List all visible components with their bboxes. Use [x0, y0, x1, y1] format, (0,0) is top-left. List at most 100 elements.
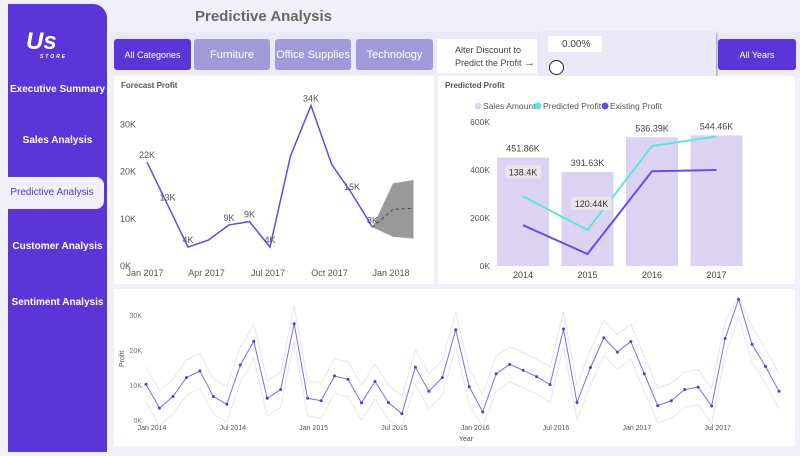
predicted-profit-line	[522, 135, 717, 232]
discount-value: 0.00%	[548, 36, 602, 52]
profit-trend-chart: 0K 10K 20K 30K Jan 2014 Jul 2014 Jan 2015 Jul 2…	[119, 296, 781, 443]
bar-data-label: 544.46K	[700, 121, 734, 131]
data-point	[292, 322, 296, 326]
x-tick-label: Jul 2014	[220, 425, 247, 432]
data-label: 4K	[182, 235, 193, 245]
bar-data-label: 451.86K	[506, 144, 540, 154]
data-point	[535, 375, 539, 379]
data-point	[683, 388, 687, 392]
data-label: 13K	[159, 193, 175, 203]
sidebar-item-customer-analysis[interactable]: Customer Analysis	[12, 241, 103, 252]
data-point	[454, 328, 458, 332]
x-tick-label: Jan 2014	[138, 425, 167, 432]
data-point	[413, 365, 417, 369]
page-title: Predictive Analysis	[195, 8, 333, 25]
annotation-label: 138.4K	[509, 167, 538, 177]
profit-trend-panel: 0K 10K 20K 30K Jan 2014 Jul 2014 Jan 2015 Jul 2…	[114, 289, 795, 446]
slider-handle[interactable]	[549, 60, 564, 75]
category-office-supplies-button[interactable]: Office Supplies	[275, 39, 351, 70]
bar-data-label: 536.39K	[635, 123, 669, 133]
data-label: 4K	[264, 235, 275, 245]
data-point	[333, 374, 337, 378]
data-point	[508, 362, 512, 366]
x-tick-label: Jan 2015	[299, 425, 328, 432]
data-point	[562, 327, 566, 331]
data-point	[575, 401, 579, 404]
lower-bound-line	[145, 315, 780, 429]
sidebar-item-sentiment-analysis[interactable]: Sentiment Analysis	[11, 297, 104, 308]
category-all-button[interactable]: All Categories	[114, 39, 191, 70]
category-technology-button[interactable]: Technology	[356, 39, 433, 70]
legend-label: Sales Amount	[483, 101, 536, 111]
data-point	[184, 376, 188, 380]
data-point	[750, 342, 754, 346]
y-tick-label: 600K	[470, 117, 490, 127]
x-tick-label: Jan 2017	[622, 425, 651, 432]
y-tick-label: 400K	[470, 165, 490, 175]
legend-marker	[601, 102, 609, 110]
sidebar-item-sales-analysis[interactable]: Sales Analysis	[22, 135, 93, 146]
forecast-profit-chart: 0K 10K 20K 30K Jan 2017 Apr 2017 Jul 2017 Oct 2…	[120, 93, 414, 278]
legend-label: Existing Profit	[610, 101, 663, 111]
data-point	[171, 395, 175, 399]
sales-bar	[561, 172, 614, 266]
y-tick-label: 0K	[120, 261, 131, 271]
years-filter-button[interactable]: All Years	[718, 39, 796, 70]
y-tick-label: 0K	[480, 261, 491, 271]
y-tick-label: 10K	[120, 214, 136, 224]
x-tick-label: 2015	[577, 270, 597, 280]
x-tick-label: Oct 2017	[311, 268, 348, 278]
data-point	[723, 336, 727, 340]
discount-slider[interactable]: 0.00%	[540, 32, 716, 76]
data-point	[548, 383, 552, 387]
annotation-box	[571, 197, 612, 210]
y-tick-label: 30K	[120, 119, 136, 129]
forecast-profit-panel: Forecast Profit 0K 10K 20K 30K Jan 2017 Apr 2…	[114, 76, 434, 284]
data-point	[306, 396, 310, 400]
chart-title: Predicted Profit	[445, 81, 505, 90]
x-tick-label: Jan 2017	[126, 268, 163, 278]
data-point	[764, 364, 768, 368]
arrow-right-icon: →	[524, 57, 536, 69]
predicted-profit-panel: Predicted Profit Sales Amount Predicted P…	[438, 76, 795, 284]
data-point	[615, 350, 619, 354]
upper-bound-line	[145, 296, 780, 398]
logo: Us STORE	[26, 28, 68, 60]
chart-title: Forecast Profit	[121, 81, 178, 90]
data-point	[481, 410, 485, 414]
y-tick-label: 0K	[133, 418, 142, 425]
data-point	[400, 412, 404, 416]
x-tick-label: 2016	[642, 270, 662, 280]
legend-marker	[474, 102, 482, 110]
y-tick-label: 20K	[120, 167, 136, 177]
data-point	[696, 385, 700, 389]
annotation-box	[505, 165, 541, 179]
data-point	[373, 380, 377, 383]
data-point	[777, 389, 781, 393]
x-tick-label: 2017	[706, 270, 726, 280]
y-axis-label: Profit	[119, 351, 126, 367]
sales-bar	[626, 137, 678, 266]
sidebar-item-predictive-analysis[interactable]: Predictive Analysis	[0, 177, 104, 209]
sidebar-item-executive-summary[interactable]: Executive Summary	[9, 84, 106, 95]
x-tick-label: Jan 2016	[461, 425, 490, 432]
data-label: 34K	[303, 93, 319, 103]
y-tick-label: 10K	[130, 383, 143, 390]
data-label: 9K	[244, 210, 255, 220]
y-tick-label: 200K	[470, 213, 490, 223]
data-point	[494, 372, 498, 376]
data-label: 9K	[223, 213, 234, 223]
category-furniture-button[interactable]: Furniture	[194, 39, 270, 70]
data-point	[238, 363, 242, 367]
data-point	[252, 339, 256, 343]
data-point	[225, 402, 229, 406]
data-point	[656, 404, 660, 408]
data-point	[467, 385, 471, 389]
data-point	[737, 297, 741, 301]
data-point	[642, 372, 646, 376]
x-tick-label: Jul 2016	[543, 425, 570, 432]
data-point	[588, 366, 592, 369]
data-point	[629, 340, 633, 344]
data-point	[359, 401, 363, 405]
sidebar: Us STORE Executive Summary Sales Analysis…	[0, 4, 107, 452]
